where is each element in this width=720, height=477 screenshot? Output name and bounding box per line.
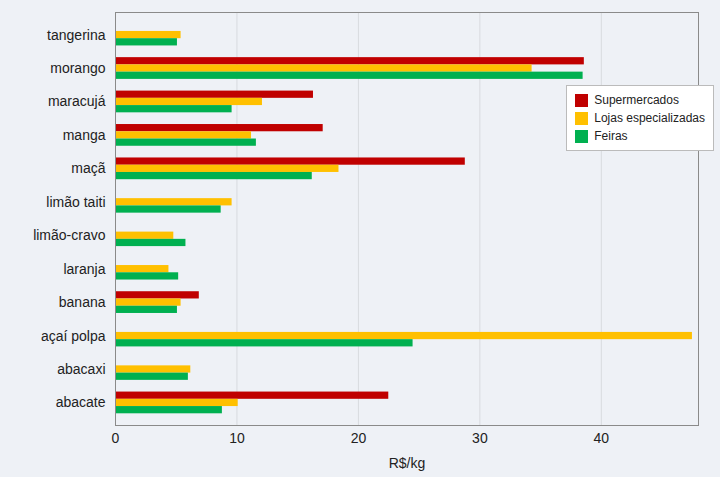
- svg-text:R$/kg: R$/kg: [389, 455, 426, 471]
- svg-text:tangerina: tangerina: [47, 27, 106, 43]
- svg-text:açaí polpa: açaí polpa: [41, 328, 106, 344]
- svg-text:abacate: abacate: [56, 394, 106, 410]
- svg-text:0: 0: [112, 430, 120, 446]
- svg-text:30: 30: [472, 430, 488, 446]
- svg-text:10: 10: [229, 430, 245, 446]
- svg-text:40: 40: [594, 430, 610, 446]
- svg-text:morango: morango: [50, 60, 105, 76]
- svg-text:banana: banana: [59, 294, 106, 310]
- html-text:Supermercados: Supermercados: [594, 93, 679, 107]
- html-text:Feiras: Feiras: [594, 129, 628, 143]
- svg-text:laranja: laranja: [63, 261, 105, 277]
- html-text:Lojas especializadas: Lojas especializadas: [594, 111, 705, 125]
- svg-text:abacaxi: abacaxi: [57, 361, 105, 377]
- svg-text:limão taiti: limão taiti: [46, 194, 105, 210]
- svg-text:maracujá: maracujá: [48, 93, 106, 109]
- svg-text:20: 20: [351, 430, 367, 446]
- svg-text:maçã: maçã: [71, 160, 105, 176]
- svg-text:limão-cravo: limão-cravo: [33, 227, 106, 243]
- svg-text:manga: manga: [63, 127, 106, 143]
